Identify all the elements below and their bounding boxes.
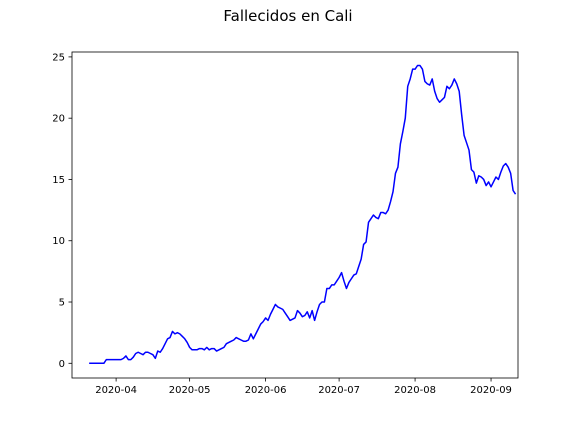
y-tick-label: 15 [52,175,65,186]
x-tick-label: 2020-07 [318,385,360,396]
y-tick-label: 25 [52,52,65,63]
x-tick-label: 2020-09 [470,385,512,396]
y-tick-label: 20 [52,114,65,125]
y-axis: 0 5 10 15 20 25 [52,52,72,370]
x-axis: 2020-04 2020-05 2020-06 2020-07 2020-08 2020-… [95,378,512,396]
y-tick-label: 10 [52,236,65,247]
y-tick-label: 0 [59,359,65,370]
y-tick-label: 5 [59,298,65,309]
series-line [89,64,517,365]
x-tick-label: 2020-06 [245,385,287,396]
plot-frame [71,51,519,379]
x-tick-label: 2020-08 [394,385,436,396]
x-tick-label: 2020-04 [95,385,137,396]
chart-title: Fallecidos en Cali [223,7,352,25]
series-layer [89,64,517,365]
x-tick-label: 2020-05 [169,385,211,396]
